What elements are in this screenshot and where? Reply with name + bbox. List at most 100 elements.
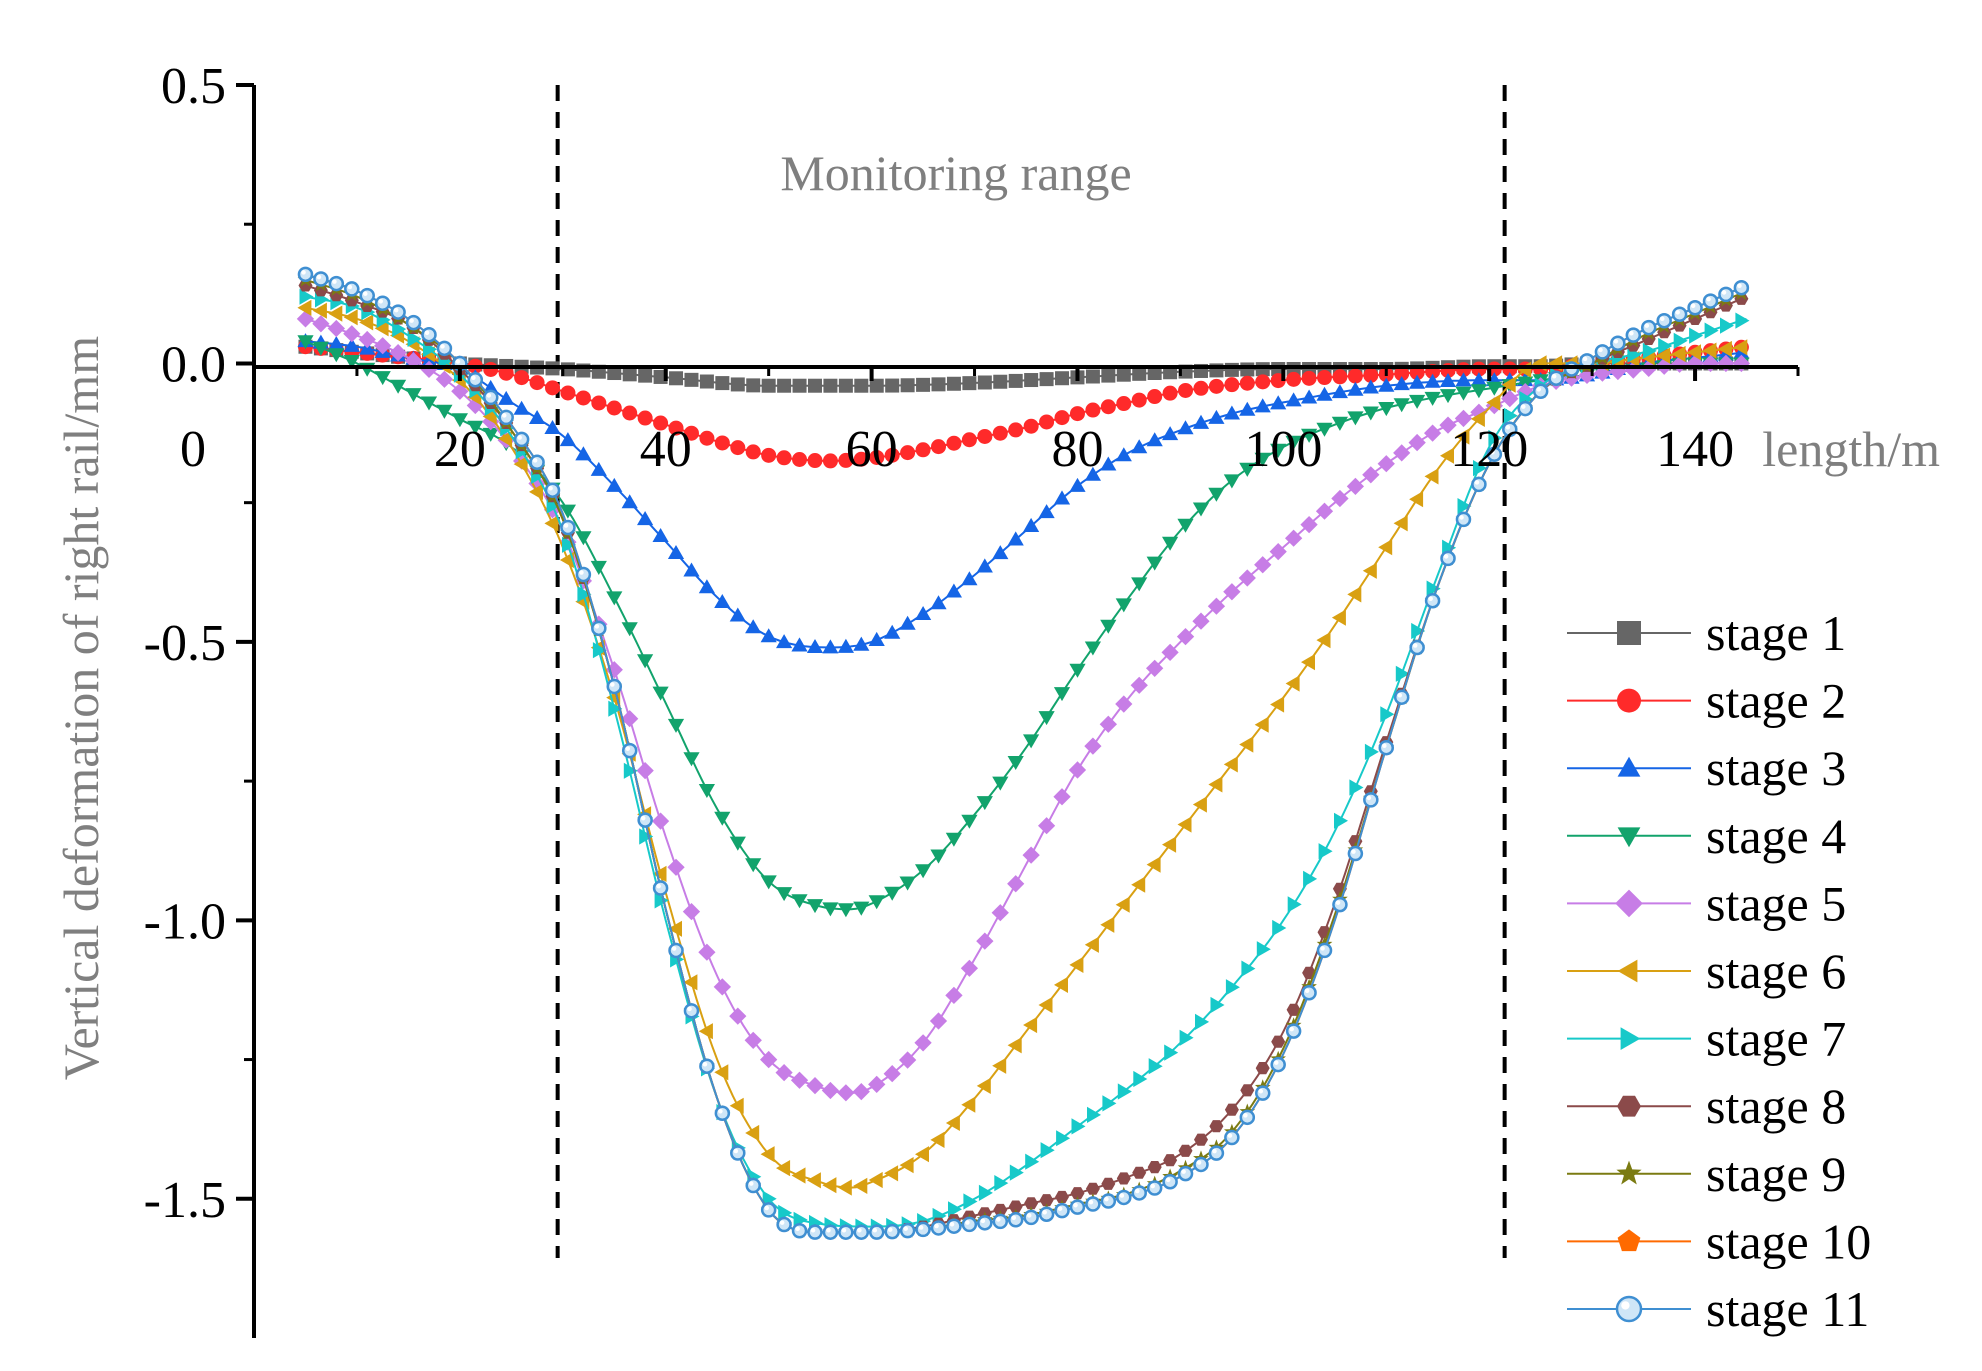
series-2-marker (1224, 377, 1240, 393)
series-11-marker-highlight (548, 485, 553, 491)
series-7-marker (1411, 622, 1426, 640)
series-5-marker (1269, 543, 1287, 561)
legend-marker (1617, 1229, 1641, 1252)
series-11-marker-highlight (532, 458, 538, 463)
series-4-marker (992, 776, 1009, 791)
legend-label: stage 6 (1706, 943, 1846, 999)
series-7-marker (577, 586, 592, 603)
series-1-marker (838, 378, 853, 393)
series-6-marker (884, 1165, 899, 1182)
series-11-marker (961, 1216, 978, 1233)
series-11-marker (1054, 1202, 1070, 1219)
series-11-marker-highlight (826, 1227, 831, 1233)
series-11-marker-highlight (1366, 795, 1372, 801)
series-11-marker-highlight (1598, 347, 1603, 353)
series-4-marker (1439, 389, 1457, 404)
series-3-marker (961, 571, 978, 586)
series-3-marker (513, 400, 530, 415)
series-1-marker (977, 375, 992, 390)
series-4-marker (1409, 394, 1426, 409)
series-4-marker (1162, 536, 1179, 551)
series-7-marker (1349, 779, 1364, 796)
series-8-marker (1224, 1103, 1239, 1116)
series-11-marker (529, 454, 545, 471)
series-6-marker (529, 483, 543, 500)
series-2-marker (884, 447, 900, 463)
series-3-marker (1362, 379, 1379, 394)
series-11-marker (575, 566, 592, 583)
series-4-marker (791, 894, 808, 909)
series-3-marker (1270, 395, 1287, 410)
series-11-marker-highlight (1351, 849, 1356, 854)
series-6-marker (791, 1167, 806, 1184)
series-7-marker (1303, 870, 1318, 887)
series-3-marker (637, 511, 654, 526)
series-3-marker (1393, 376, 1410, 391)
series-3-marker (343, 337, 360, 352)
series-11-marker-highlight (316, 274, 322, 280)
series-5-marker (1454, 409, 1473, 428)
series-2-marker (1069, 406, 1085, 422)
legend-marker (1620, 1027, 1641, 1050)
series-1-marker (1024, 373, 1039, 388)
series-4-marker (1285, 435, 1302, 450)
series-1-marker (638, 368, 653, 383)
series-4-marker (1084, 641, 1101, 656)
series-6-marker (1131, 876, 1146, 893)
series-4-marker (745, 858, 762, 873)
series-7-marker (1704, 322, 1719, 339)
series-8-marker (1178, 1144, 1193, 1157)
series-1-marker (622, 367, 637, 382)
series-2-marker (977, 428, 993, 444)
series-5-marker (945, 986, 963, 1004)
series-8-marker (1024, 1197, 1039, 1210)
series-5-marker (1053, 788, 1071, 806)
series-2-marker (668, 420, 684, 436)
series-2-marker (931, 439, 947, 455)
series-6-marker (1038, 996, 1053, 1014)
series-6-marker (1270, 696, 1285, 713)
series-2-marker (683, 425, 699, 441)
series-11-marker-highlight (424, 330, 430, 336)
series-5-marker (1254, 556, 1272, 574)
series-3-marker (529, 410, 546, 424)
series-11-marker-highlight (1320, 946, 1325, 951)
series-11-marker-highlight (1196, 1160, 1202, 1165)
series-6-marker (853, 1177, 868, 1194)
series-7-marker (994, 1175, 1009, 1192)
series-6-marker (729, 1097, 744, 1114)
series-11-marker-highlight (1706, 296, 1711, 302)
series-1-marker (1255, 362, 1270, 377)
series-11-marker (328, 275, 345, 292)
series-3-marker (776, 634, 793, 649)
series-7-marker (1689, 327, 1704, 344)
series-2-marker (653, 415, 669, 431)
series-11-marker (344, 281, 360, 297)
series-11-marker (1733, 279, 1750, 296)
series-11-marker-highlight (903, 1226, 908, 1231)
series-6-marker (559, 551, 574, 569)
series-11-marker-highlight (1273, 1060, 1279, 1065)
series-7-marker (1117, 1083, 1132, 1100)
series-11-marker (1409, 639, 1425, 656)
series-3-marker (899, 615, 916, 630)
series-7-marker (299, 288, 314, 305)
legend-item-1: stage 1 (1567, 605, 1846, 661)
series-3-marker (1239, 401, 1256, 416)
series-4-marker (806, 899, 824, 914)
y-axis-title: Vertical deformation of right rail/mm (53, 336, 109, 1080)
series-1-marker (1008, 373, 1023, 388)
series-3-marker (806, 639, 824, 653)
series-11-marker-highlight (1443, 554, 1449, 559)
series-11-marker-highlight (949, 1221, 955, 1227)
y-tick-label: -1.0 (144, 893, 226, 950)
series-7-marker (623, 762, 638, 779)
series-7-marker (1056, 1130, 1071, 1147)
series-4-marker (590, 560, 607, 575)
series-11-marker (1254, 1085, 1271, 1101)
series-6-marker (1378, 539, 1393, 556)
series-8 (298, 279, 1749, 1239)
legend-label: stage 2 (1706, 673, 1846, 729)
series-11-marker-highlight (1073, 1202, 1078, 1208)
series-11-marker (652, 880, 669, 896)
